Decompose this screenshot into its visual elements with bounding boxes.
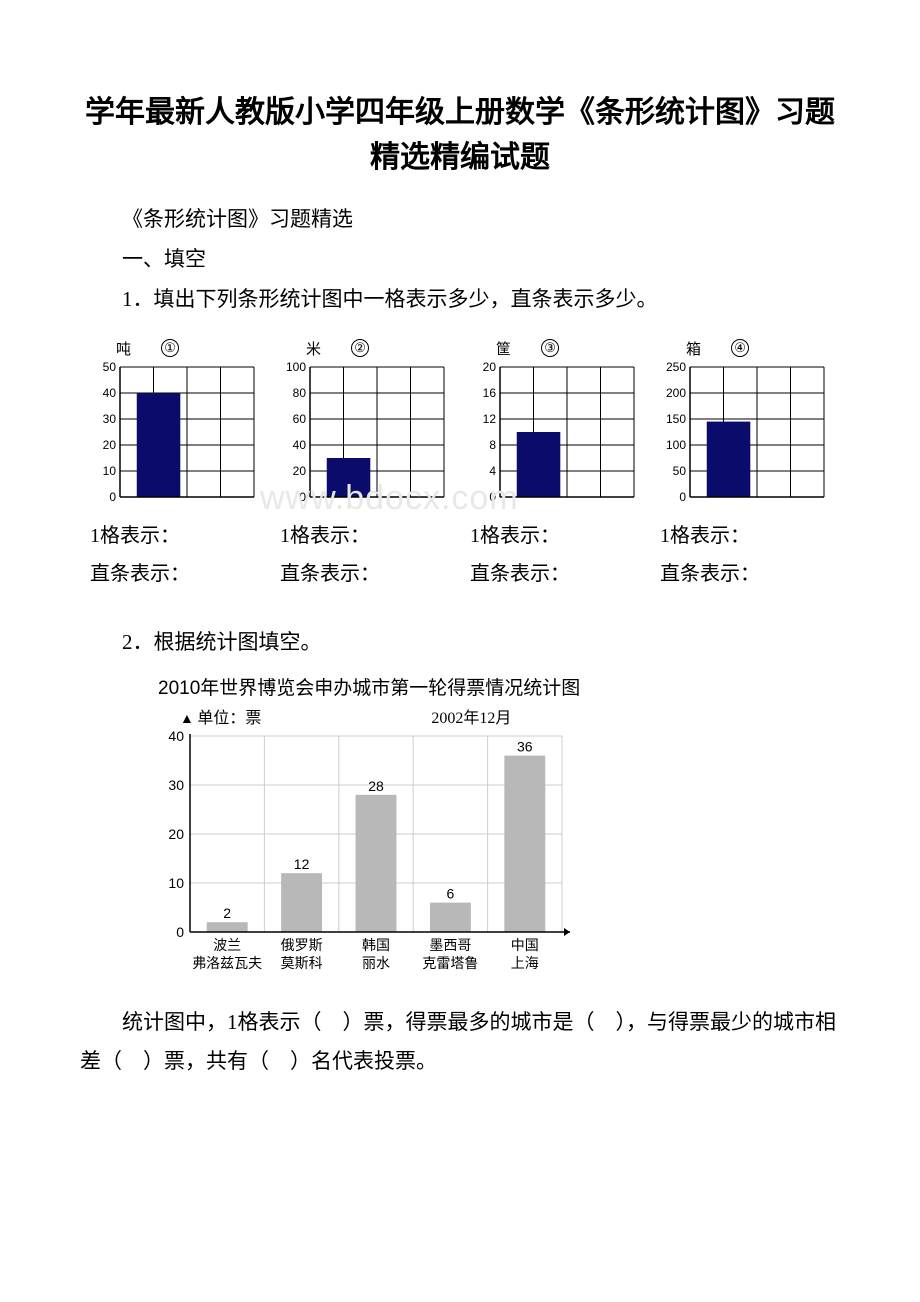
mini-charts-row: 吨 ① 01020304050 米 ② 020406080100 筐 ③ 048…: [80, 338, 840, 511]
svg-text:40: 40: [293, 438, 307, 452]
svg-text:200: 200: [666, 386, 686, 400]
svg-text:中国: 中国: [511, 938, 539, 954]
svg-text:40: 40: [103, 386, 117, 400]
svg-text:100: 100: [666, 438, 686, 452]
mini-chart-unit: 筐: [496, 338, 511, 359]
fill-cell-2: 1格表示：: [280, 517, 450, 555]
mini-chart-plot: 0 20 40 60 80 100: [280, 361, 450, 511]
mini-chart-svg: 0 4 8 12 16 20: [470, 361, 640, 511]
svg-text:2: 2: [223, 905, 231, 921]
fill-cell-1: 1格表示：: [90, 517, 260, 555]
mini-chart-svg: 0 10 20 30 40 50: [90, 361, 260, 511]
svg-text:克雷塔鲁: 克雷塔鲁: [422, 956, 478, 972]
page: 学年最新人教版小学四年级上册数学《条形统计图》习题精选精编试题 《条形统计图》习…: [0, 0, 920, 1122]
svg-text:韩国: 韩国: [362, 938, 390, 954]
mini-chart-plot: 0 10 20 30 40 50: [90, 361, 260, 511]
svg-text:20: 20: [168, 826, 184, 842]
fill-cell-3: 1格表示：: [470, 517, 640, 555]
svg-text:0: 0: [299, 490, 306, 504]
svg-text:10: 10: [103, 464, 117, 478]
svg-text:30: 30: [168, 777, 184, 793]
svg-text:40: 40: [168, 728, 184, 744]
svg-text:28: 28: [368, 777, 384, 793]
chart2-date-label: 2002年12月: [431, 704, 511, 728]
svg-text:20: 20: [483, 361, 497, 374]
fill-row-cell: 1格表示： 1格表示： 1格表示： 1格表示：: [80, 517, 840, 555]
chart2-block: 2010年世界博览会申办城市第一轮得票情况统计图 ▲ 单位：票 2002年12月…: [150, 673, 840, 993]
svg-text:12: 12: [483, 412, 497, 426]
fill-bar-4: 直条表示：: [660, 555, 830, 593]
svg-text:0: 0: [679, 490, 686, 504]
svg-text:50: 50: [103, 361, 117, 374]
mini-chart-2: 米 ② 0 20 40 60 80 100: [280, 338, 450, 511]
svg-text:墨西哥: 墨西哥: [429, 939, 471, 954]
mini-chart-head: 箱 ④: [660, 338, 830, 359]
mini-chart-plot: 0 4 8 12 16 20: [470, 361, 640, 511]
svg-text:250: 250: [666, 361, 686, 374]
svg-text:80: 80: [293, 386, 307, 400]
svg-text:20: 20: [103, 438, 117, 452]
fill-bar-1: 直条表示：: [90, 555, 260, 593]
mini-chart-4: 箱 ④ 0 50 100 150 200 250: [660, 338, 830, 511]
mini-chart-head: 筐 ③: [470, 338, 640, 359]
svg-text:20: 20: [293, 464, 307, 478]
mini-chart-unit: 米: [306, 338, 321, 359]
page-title: 学年最新人教版小学四年级上册数学《条形统计图》习题精选精编试题: [80, 90, 840, 180]
svg-text:50: 50: [673, 464, 687, 478]
svg-text:30: 30: [103, 412, 117, 426]
question-2-text: 统计图中，1格表示（ ）票，得票最多的城市是（ ），与得票最少的城市相差（ ）票…: [80, 1003, 840, 1083]
svg-text:100: 100: [286, 361, 306, 374]
mini-chart-svg: 0 50 100 150 200 250: [660, 361, 830, 511]
mini-chart-1: 吨 ① 0 10 20 30 40 50: [90, 338, 260, 511]
mini-chart-unit: 吨: [116, 338, 131, 359]
mini-chart-head: 吨 ①: [90, 338, 260, 359]
svg-text:0: 0: [109, 490, 116, 504]
spacer: [80, 593, 840, 623]
svg-text:150: 150: [666, 412, 686, 426]
subtitle: 《条形统计图》习题精选: [80, 200, 840, 240]
mini-chart-plot: 0 50 100 150 200 250: [660, 361, 830, 511]
fill-bar-2: 直条表示：: [280, 555, 450, 593]
svg-text:0: 0: [489, 490, 496, 504]
svg-text:10: 10: [168, 875, 184, 891]
svg-text:60: 60: [293, 412, 307, 426]
mini-chart-3: 筐 ③ 0 4 8 12 16 20: [470, 338, 640, 511]
section-heading-1: 一、填空: [80, 240, 840, 280]
mini-chart-badge: ③: [541, 339, 559, 357]
chart2-unit-label: ▲ 单位：票: [180, 704, 261, 728]
fill-bar-3: 直条表示：: [470, 555, 640, 593]
fill-cell-4: 1格表示：: [660, 517, 830, 555]
svg-text:12: 12: [294, 856, 310, 872]
svg-text:6: 6: [447, 885, 455, 901]
svg-text:8: 8: [489, 438, 496, 452]
svg-text:波兰: 波兰: [213, 938, 241, 954]
question-2: 2．根据统计图填空。: [80, 623, 840, 663]
question-1: 1．填出下列条形统计图中一格表示多少，直条表示多少。: [80, 280, 840, 320]
mini-chart-badge: ①: [161, 339, 179, 357]
fill-row-bar: 直条表示： 直条表示： 直条表示： 直条表示：: [80, 555, 840, 593]
mini-chart-unit: 箱: [686, 338, 701, 359]
svg-text:4: 4: [489, 464, 496, 478]
svg-text:36: 36: [517, 738, 533, 754]
chart2: 0 10 20 30 40 2 波兰弗洛兹瓦夫 12 俄罗斯莫斯科 28 韩国丽水 6 墨西哥克雷塔鲁 3…: [150, 728, 840, 993]
svg-text:丽水: 丽水: [362, 956, 390, 972]
chart2-svg: 0 10 20 30 40 2 波兰弗洛兹瓦夫 12 俄罗斯莫斯科 28 韩国丽水 6 墨西哥克雷塔鲁 3…: [150, 728, 580, 988]
svg-text:莫斯科: 莫斯科: [281, 956, 323, 972]
chart2-title: 2010年世界博览会申办城市第一轮得票情况统计图: [158, 673, 840, 700]
mini-chart-svg: 0 20 40 60 80 100: [280, 361, 450, 511]
svg-text:16: 16: [483, 386, 497, 400]
svg-text:0: 0: [176, 924, 184, 940]
svg-text:俄罗斯: 俄罗斯: [281, 938, 323, 954]
chart2-subtitle: ▲ 单位：票 2002年12月: [180, 704, 840, 728]
mini-chart-head: 米 ②: [280, 338, 450, 359]
mini-chart-badge: ④: [731, 339, 749, 357]
mini-chart-badge: ②: [351, 339, 369, 357]
svg-text:弗洛兹瓦夫: 弗洛兹瓦夫: [192, 956, 262, 972]
svg-text:上海: 上海: [511, 956, 539, 972]
